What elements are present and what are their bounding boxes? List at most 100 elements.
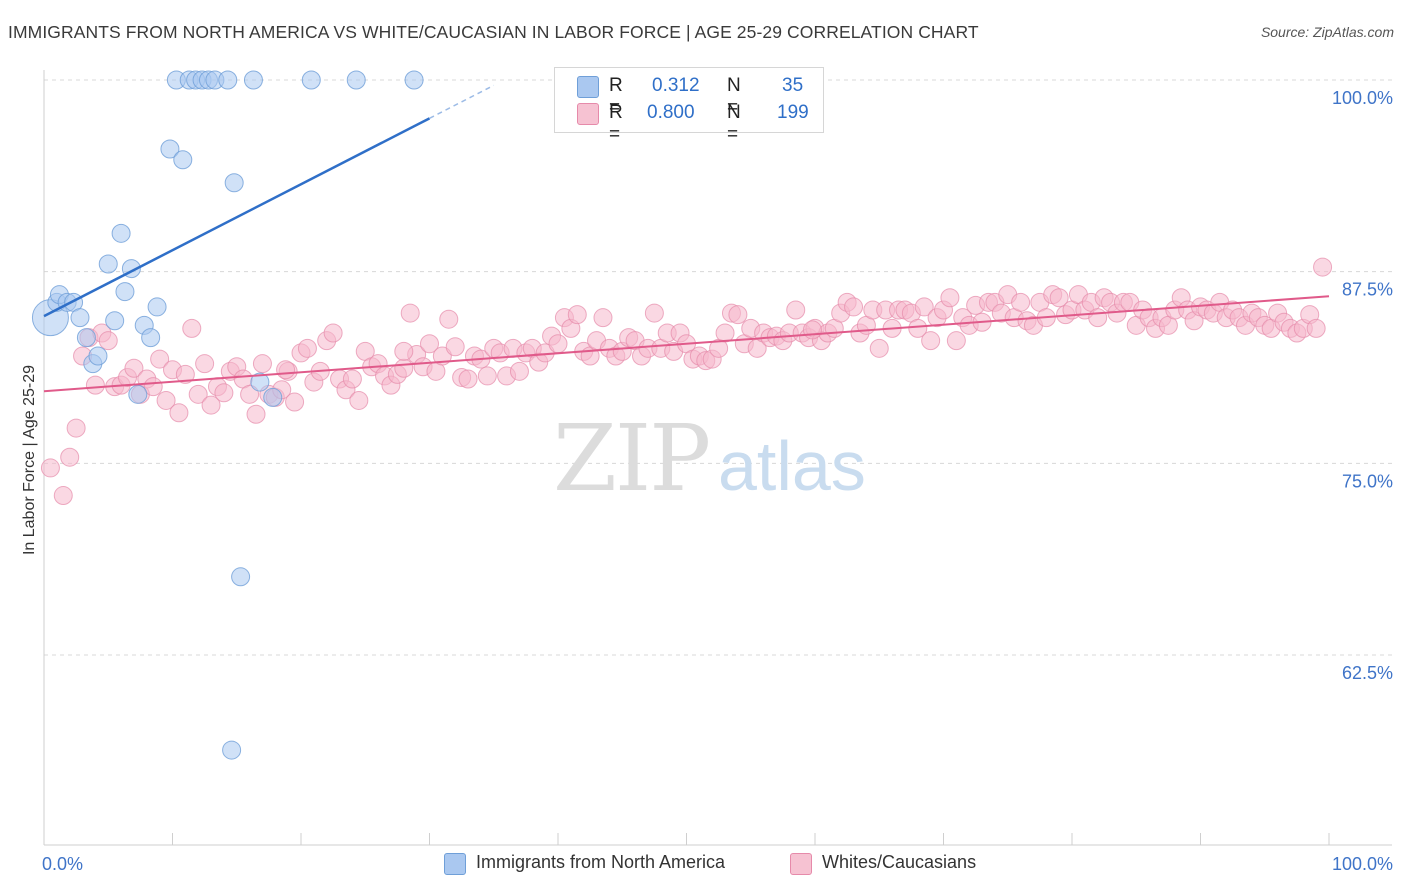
blue-point	[222, 740, 242, 760]
pink-point	[252, 354, 272, 374]
blue-point	[231, 567, 251, 587]
pink-point	[156, 390, 176, 410]
blue-point	[160, 139, 180, 159]
pink-trendline	[43, 295, 1330, 393]
pink-point	[201, 395, 221, 415]
blue-point	[404, 70, 424, 90]
blue-point	[105, 311, 125, 331]
legend-r-value: 0.800	[647, 102, 695, 123]
pink-point	[342, 369, 362, 389]
pink-point	[214, 383, 234, 403]
legend-n-label: N =	[727, 75, 741, 118]
watermark-atlas: atlas	[718, 427, 866, 505]
legend-n-value: 35	[782, 75, 804, 96]
pink-point	[40, 458, 60, 478]
source-credit: Source: ZipAtlas.com	[1260, 24, 1394, 40]
y-tick-label: 62.5%	[1342, 663, 1393, 683]
pink-point	[195, 354, 215, 374]
bottom-legend-swatch-blue	[444, 853, 466, 875]
y-tick-label: 100.0%	[1332, 88, 1393, 108]
pink-point	[908, 318, 928, 338]
pink-point	[285, 392, 305, 412]
pink-point	[728, 305, 748, 325]
chart-title: IMMIGRANTS FROM NORTH AMERICA VS WHITE/C…	[8, 22, 979, 42]
pink-point	[786, 300, 806, 320]
pink-point	[1088, 308, 1108, 328]
pink-point	[1011, 292, 1031, 312]
pink-point	[439, 309, 459, 329]
blue-trendline	[43, 117, 431, 318]
stats-legend: R = 0.312 N = 35 R = 0.800 N = 199	[554, 67, 824, 145]
pink-point	[124, 358, 144, 378]
pink-point	[240, 384, 260, 404]
pink-point	[188, 384, 208, 404]
y-tick-label: 87.5%	[1342, 280, 1393, 300]
pink-point	[644, 303, 664, 323]
bottom-legend-label-pink: Whites/Caucasians	[822, 852, 977, 872]
pink-point	[1049, 288, 1069, 308]
blue-point	[224, 173, 244, 193]
pink-point	[53, 486, 73, 506]
pink-point	[914, 297, 934, 317]
x-ticks	[43, 833, 1330, 845]
pink-point	[66, 418, 86, 438]
y-tick-label: 75.0%	[1342, 471, 1393, 491]
legend-n-value: 199	[777, 102, 809, 123]
pink-point	[349, 390, 369, 410]
y-axis-label: In Labor Force | Age 25-29	[21, 364, 38, 556]
pink-point	[323, 323, 343, 343]
legend-r-label: R =	[609, 75, 623, 118]
blue-point	[128, 384, 148, 404]
pink-point	[175, 364, 195, 384]
pink-point	[477, 366, 497, 386]
blue-point	[147, 297, 167, 317]
bottom-legend-label-blue: Immigrants from North America	[476, 852, 726, 872]
blue-point	[70, 308, 90, 328]
pink-point	[1313, 257, 1333, 277]
blue-point	[88, 346, 108, 366]
bottom-legend-swatch-pink	[790, 853, 812, 875]
x-min-label: 0.0%	[42, 854, 83, 874]
pink-point	[445, 337, 465, 357]
blue-point	[111, 223, 131, 243]
blue-series	[31, 70, 424, 760]
pink-point	[182, 318, 202, 338]
pink-point	[940, 288, 960, 308]
trendlines	[43, 84, 1330, 393]
blue-point	[173, 150, 193, 170]
legend-r-label: R =	[609, 102, 623, 145]
pink-point	[246, 404, 266, 424]
pink-point	[169, 403, 189, 423]
pink-point	[844, 297, 864, 317]
y-tick-labels: 62.5% 75.0% 87.5% 100.0%	[1332, 88, 1393, 683]
blue-point	[346, 70, 366, 90]
pink-point	[548, 334, 568, 354]
blue-trendline-extension	[429, 84, 495, 120]
blue-point	[250, 372, 270, 392]
pink-point	[297, 338, 317, 358]
pink-point	[593, 308, 613, 328]
watermark: ZIP atlas	[553, 405, 866, 512]
pink-point	[98, 331, 118, 351]
pink-point	[509, 361, 529, 381]
pink-point	[400, 303, 420, 323]
legend-swatch-pink	[577, 103, 599, 125]
blue-point	[98, 254, 118, 274]
blue-point	[301, 70, 321, 90]
pink-point	[869, 338, 889, 358]
pink-point	[1306, 318, 1326, 338]
pink-point	[276, 360, 296, 380]
pink-point	[394, 358, 414, 378]
x-max-label: 100.0%	[1332, 854, 1393, 874]
pink-point	[60, 447, 80, 467]
blue-point	[141, 328, 161, 348]
watermark-zip: ZIP	[553, 405, 709, 512]
pink-point	[715, 323, 735, 343]
legend-r-value: 0.312	[652, 75, 700, 96]
axes	[43, 70, 1392, 846]
pink-point	[946, 331, 966, 351]
pink-point	[458, 369, 478, 389]
blue-point	[243, 70, 263, 90]
pink-point	[802, 320, 822, 340]
